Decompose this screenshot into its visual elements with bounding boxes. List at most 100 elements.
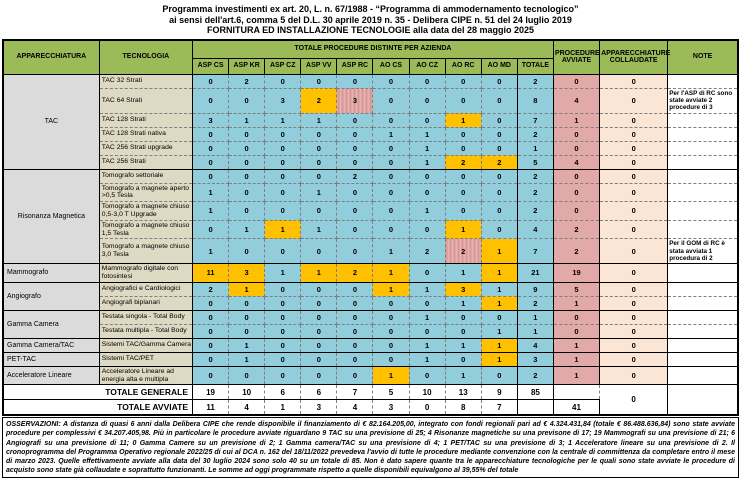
row-note-cell [667,351,740,367]
value-cell-asp-kr: 3 [228,263,266,283]
value-cell-asp-vv: 0 [300,323,338,339]
row-collaudate-cell: 0 [599,263,669,283]
value-cell-asp-cz: 0 [264,351,302,367]
value-cell-ao-md: 0 [480,140,518,156]
table-row: Tomografo a magnete aperto >0,5 Tesla 1 0 0… [3,182,740,203]
row-note-cell: Per l'ASP di RC sono state avviate 2 pro… [667,87,740,114]
header-ao-cs: AO CS [372,57,410,75]
row-totale-cell: 2 [516,365,554,386]
totale-collaudate-cell: 0 [599,384,669,416]
row-note-cell: Per il GOM di RC è stata avviata 1 proce… [667,238,740,265]
totale-avviate-totale: 41 [552,399,601,416]
value-cell-ao-cz: 1 [408,351,446,367]
header-ao-rc: AO RC [444,57,482,75]
row-avviate-cell: 0 [552,126,601,142]
diagonal-cell [516,399,554,416]
table-row: Tomografo a magnete chiuso 3,0 Tesla 1 0 0 0… [3,238,740,265]
row-avviate-cell: 1 [552,295,601,311]
apparecchiatura-acceleratore-lineare: Acceleratore Lineare [1,365,100,386]
value-cell-ao-md: 1 [480,323,518,339]
value-cell-ao-cz: 0 [408,263,446,283]
value-cell-ao-rc: 0 [444,351,482,367]
row-totale-cell: 7 [516,112,554,128]
row-collaudate-cell: 0 [599,154,669,170]
header-totale: TOTALE [516,57,554,75]
row-note-cell [667,295,740,311]
value-cell-ao-md: 0 [480,168,518,184]
totale-avviate-asp-vv: 3 [300,399,338,416]
row-note-cell [667,201,740,221]
tecnologia-sistemi-tac-gamma-camera: Sistemi TAC/Gamma Camera [98,337,194,353]
value-cell-asp-rc: 0 [336,112,374,128]
row-totale-cell: 1 [516,309,554,325]
value-cell-asp-cs: 0 [191,168,230,184]
tecnologia-tac-32-strati: TAC 32 Strati [98,73,194,89]
value-cell-asp-kr: 0 [228,238,266,265]
header-asp-kr: ASP KR [228,57,266,75]
tecnologia-angiografici-e-cardiologici: Angiografici e Cardiologici [98,281,194,297]
value-cell-ao-cs: 0 [372,73,410,89]
tecnologia-testata-singola-total-body: Testata singola - Total Body [98,309,194,325]
row-collaudate-cell: 0 [599,219,669,240]
value-cell-asp-kr: 1 [228,351,266,367]
value-cell-ao-rc: 1 [444,365,482,386]
row-note-cell [667,263,740,283]
totale-generale-asp-cs: 19 [191,384,230,401]
row-totale-cell: 3 [516,351,554,367]
totale-avviate-ao-md: 7 [480,399,518,416]
value-cell-asp-vv: 0 [300,168,338,184]
value-cell-ao-md: 0 [480,365,518,386]
value-cell-asp-cs: 0 [191,365,230,386]
value-cell-asp-rc: 0 [336,365,374,386]
row-collaudate-cell: 0 [599,140,669,156]
totale-avviate-asp-cz: 1 [264,399,302,416]
value-cell-ao-rc: 0 [444,73,482,89]
table-row: TAC 256 Strati upgrade 0 0 0 0 0 0 1 0 0 1 0 0 [3,140,740,156]
value-cell-ao-cs: 0 [372,351,410,367]
value-cell-asp-cs: 0 [191,323,230,339]
title-line-3: FORNITURA ED INSTALLAZIONE TECNOLOGIE al… [206,25,535,36]
value-cell-asp-cz: 0 [264,337,302,353]
value-cell-ao-rc: 1 [444,112,482,128]
value-cell-asp-cs: 3 [191,112,230,128]
value-cell-ao-cs: 0 [372,219,410,240]
tecnologia-tac-128-strati-nativa: TAC 128 Strati nativa [98,126,194,142]
report-title: Programma investimenti ex art. 20, L. n.… [2,2,739,39]
value-cell-ao-rc: 0 [444,87,482,114]
value-cell-asp-rc: 0 [336,309,374,325]
value-cell-ao-cz: 1 [408,309,446,325]
value-cell-ao-cz: 1 [408,337,446,353]
apparecchiatura-mammografo: Mammografo [1,263,100,283]
value-cell-asp-kr: 0 [228,126,266,142]
value-cell-asp-cz: 0 [264,281,302,297]
tecnologia-sistemi-tac-pet: Sistemi TAC/PET [98,351,194,367]
value-cell-ao-rc: 3 [444,281,482,297]
value-cell-asp-cs: 0 [191,337,230,353]
value-cell-ao-cz: 1 [408,154,446,170]
value-cell-asp-rc: 0 [336,73,374,89]
table-row: Tomografo a magnete chiuso 0,5-3,0 T Upg… [3,201,740,221]
header-asp-rc: ASP RC [336,57,374,75]
row-note-cell [667,365,740,386]
table-row: PET-TAC Sistemi TAC/PET 0 1 0 0 0 0 1 0 1 3 1 0 [1,351,740,367]
row-avviate-cell: 4 [552,154,601,170]
table-row: TAC 256 Strati 0 0 0 0 0 0 1 2 2 5 4 0 [3,154,740,170]
row-collaudate-cell: 0 [599,281,669,297]
value-cell-asp-cz: 1 [264,263,302,283]
tecnologia-tomografo-a-magnete-chiuso-0-5-3-0-t-upgrade: Tomografo a magnete chiuso 0,5-3,0 T Upg… [98,201,194,221]
value-cell-asp-vv: 0 [300,126,338,142]
value-cell-asp-cz: 0 [264,201,302,221]
value-cell-asp-vv: 0 [300,295,338,311]
value-cell-asp-kr: 0 [228,140,266,156]
value-cell-ao-cz: 2 [408,238,446,265]
value-cell-asp-cs: 2 [191,281,230,297]
table-row: Risonanza Magnetica Tomografo settoriale 0… [1,168,740,265]
table-row: Gamma Camera/TAC Sistemi TAC/Gamma Camera… [1,337,740,353]
value-cell-asp-cz: 0 [264,154,302,170]
value-cell-asp-cs: 0 [191,154,230,170]
value-cell-ao-cs: 1 [372,126,410,142]
value-cell-ao-md: 1 [480,351,518,367]
row-avviate-cell: 0 [552,201,601,221]
value-cell-asp-kr: 2 [228,73,266,89]
table-row: TAC TAC 32 Strati 0 2 0 0 0 0 0 0 0 2 0 0 [1,73,740,170]
